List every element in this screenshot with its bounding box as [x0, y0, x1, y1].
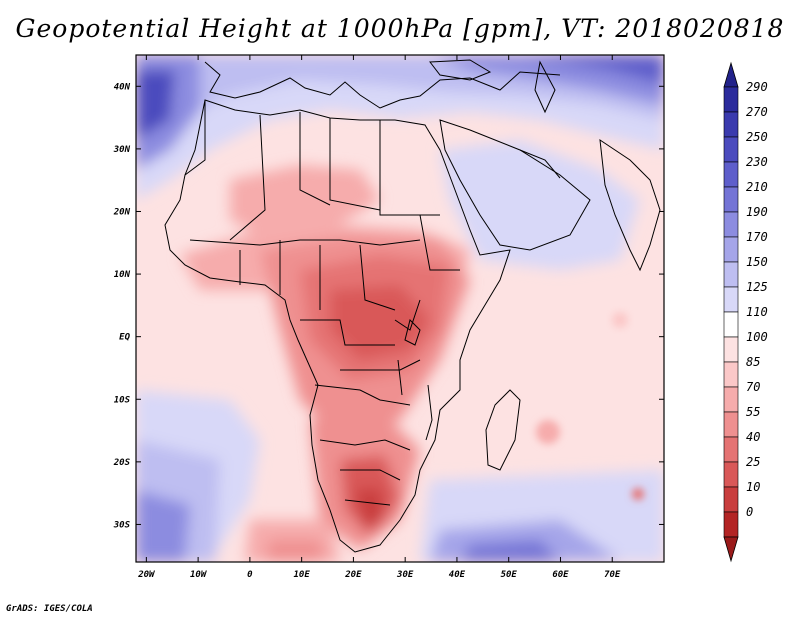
lon-tick-label: 30E — [396, 570, 414, 580]
colorbar-swatch — [723, 336, 739, 363]
lon-tick-label: 0 — [247, 570, 253, 580]
colorbar-top-arrow — [723, 61, 739, 88]
colorbar-level-label: 0 — [746, 505, 753, 519]
height-field — [136, 55, 664, 562]
lon-tick-label: 40E — [449, 570, 466, 580]
colorbar-swatch — [723, 136, 739, 163]
lat-tick-label: 30N — [113, 145, 131, 155]
colorbar-level-label: 25 — [746, 455, 760, 469]
lon-tick-label: 10E — [294, 570, 311, 580]
colorbar-swatch — [723, 261, 739, 288]
colorbar-swatch — [723, 236, 739, 263]
colorbar-swatch — [723, 311, 739, 338]
colorbar-level-label: 70 — [746, 380, 760, 394]
colorbar-swatch — [723, 286, 739, 313]
colorbar-swatch — [723, 511, 739, 538]
colorbar-swatch — [723, 436, 739, 463]
lon-tick-label: 20E — [344, 570, 362, 580]
colorbar-swatch — [723, 461, 739, 488]
colorbar-swatch — [723, 411, 739, 438]
lat-tick-label: 40N — [114, 82, 131, 92]
colorbar-level-label: 270 — [746, 105, 768, 119]
colorbar-level-label: 10 — [746, 480, 760, 494]
colorbar-level-label: 85 — [746, 355, 760, 369]
colorbar-level-label: 40 — [746, 430, 760, 444]
map-frame — [135, 54, 665, 563]
colorbar-level-label: 100 — [746, 330, 768, 344]
credit-label: GrADS: IGES/COLA — [6, 604, 93, 614]
colorbar-level-label: 170 — [746, 230, 768, 244]
colorbar-level-label: 190 — [746, 205, 768, 219]
colorbar-level-label: 290 — [746, 80, 768, 94]
colorbar-bottom-arrow — [723, 536, 739, 563]
lat-tick-label: EQ — [119, 333, 130, 343]
coastlines — [164, 59, 661, 553]
lon-tick-label: 60E — [552, 570, 569, 580]
colorbar-swatch — [723, 186, 739, 213]
lon-tick-label: 10W — [190, 570, 208, 580]
colorbar-level-label: 250 — [746, 130, 768, 144]
colorbar-swatch — [723, 86, 739, 113]
lat-tick-label: 10S — [114, 395, 131, 405]
colorbar: 2902702502302101901701501251101008570554… — [723, 61, 768, 563]
lat-tick-label: 20N — [113, 207, 131, 217]
colorbar-level-label: 55 — [746, 405, 760, 419]
colorbar-swatch — [723, 161, 739, 188]
colorbar-level-label: 125 — [746, 280, 768, 294]
colorbar-swatch — [723, 386, 739, 413]
lat-tick-label: 20S — [113, 458, 131, 468]
colorbar-level-label: 110 — [746, 305, 768, 319]
colorbar-swatch — [723, 361, 739, 388]
latitude-axis: 40N 30N 20N 10N EQ 10S 20S 30S — [113, 82, 664, 530]
lon-tick-label: 70E — [604, 570, 621, 580]
lat-tick-label: 30S — [113, 520, 131, 530]
colorbar-level-label: 230 — [746, 155, 768, 169]
colorbar-swatch — [723, 111, 739, 138]
colorbar-swatch — [723, 211, 739, 238]
lat-tick-label: 10N — [114, 270, 131, 280]
colorbar-level-label: 210 — [746, 180, 768, 194]
map-title: Geopotential Height at 1000hPa [gpm], VT… — [15, 14, 785, 43]
lon-tick-label: 50E — [501, 570, 518, 580]
longitude-axis: 20W 10W 0 10E 20E 30E 40E 50E 60E 70E — [137, 55, 621, 580]
colorbar-swatch — [723, 486, 739, 513]
lon-tick-label: 20W — [137, 570, 156, 580]
colorbar-level-label: 150 — [746, 255, 768, 269]
